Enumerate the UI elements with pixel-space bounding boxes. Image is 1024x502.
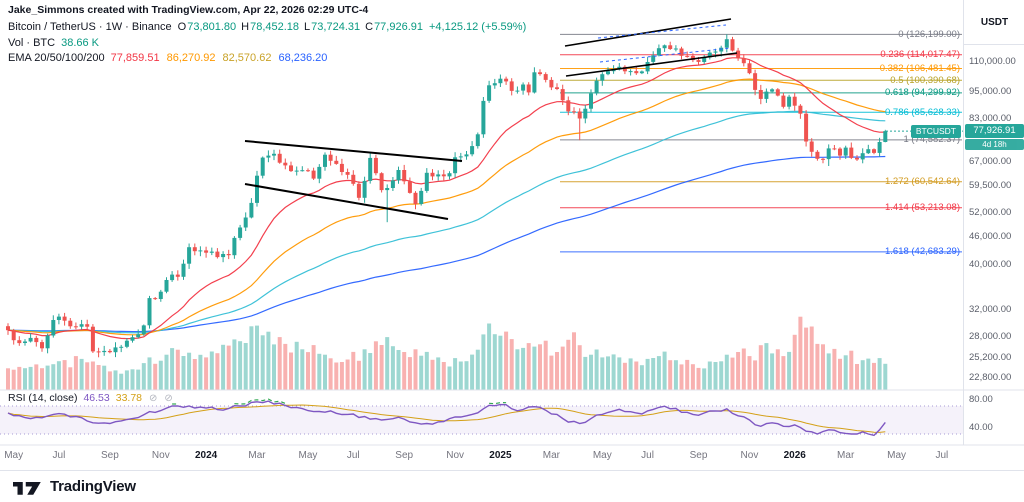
price-axis-label: 83,000.00 [969,112,1012,124]
time-axis-month-label: Jul [346,450,360,461]
symbol-price-pill: BTCUSDT [910,124,961,138]
price-axis-label: 40,000.00 [969,259,1012,271]
price-axis-label: 46,000.00 [969,231,1012,243]
change-value: +4,125.12 (+5.59%) [429,21,527,33]
rsi-label: RSI (14, close) [8,392,78,404]
time-axis-month-label: Nov [446,450,465,461]
time-axis-month-label: Jul [641,450,654,461]
rsi-axis-label: 40.00 [969,421,993,433]
price-axis-label: 95,000.00 [969,85,1012,97]
time-axis-month-label: Mar [837,450,855,461]
time-axis-year-label: 2025 [489,450,512,461]
tradingview-logo[interactable]: TradingView [13,477,136,496]
time-axis-month-label: Sep [689,450,708,461]
time-axis-month-label: Mar [248,450,266,461]
time-axis-month-label: Nov [151,450,170,461]
ohlc-item: L73,724.31 [304,21,361,33]
time-axis-month-label: May [4,450,24,461]
time-axis-year-label: 2024 [194,450,218,461]
price-axis-label: 52,000.00 [969,206,1012,218]
attribution-watermark: Jake_Simmons created with TradingView.co… [8,4,369,16]
ema-values: 77,859.51 86,270.92 82,570.62 68,236.20 [111,52,328,64]
rsi-value: 46.53 [83,392,110,404]
candles-layer [6,34,888,358]
ohlc-item: O73,801.80 [177,21,237,33]
time-axis-month-label: Sep [395,450,414,461]
bar-countdown-badge: 4d 18h [965,138,1024,150]
volume-value: 38.66 K [61,37,99,49]
price-axis-label: 28,000.00 [969,331,1012,342]
ema-value: 86,270.92 [166,52,216,64]
volume-legend-row[interactable]: Vol · BTC 38.66 K [8,37,99,49]
axis-currency-label: USDT [980,16,1009,28]
last-price-badge: 77,926.91 [965,123,1024,138]
chart-canvas[interactable] [0,0,1024,470]
hollow-circle-icon: ⊘ [149,392,158,404]
time-axis-month-label: May [592,450,612,461]
time-axis-year-label: 2026 [783,450,806,461]
time-axis-month-label: Jul [52,450,66,461]
time-axis-month-label: Nov [740,450,759,461]
ema-label: EMA 20/50/100/200 [8,52,105,64]
rsi-legend-row[interactable]: RSI (14, close) 46.53 33.78 ⊘ ⊘ [8,392,173,404]
time-axis-month-label: May [298,450,318,461]
ohlc-item: C77,926.91 [365,21,423,33]
ohlc-item: H78,452.18 [241,21,300,33]
footer-bar: TradingView [0,470,1024,502]
ohlc-values: O73,801.80 H78,452.18 L73,724.31 C77,926.91 [178,21,423,33]
rsi-axis-label: 80.00 [969,393,993,405]
price-axis-label: 59,500.00 [969,179,1012,191]
symbol-legend-row[interactable]: Bitcoin / TetherUS · 1W · Binance O73,80… [8,21,526,33]
time-axis-month-label: May [887,450,907,461]
volume-label: Vol · BTC [8,37,56,49]
rsi-pane [0,398,963,437]
price-axis-header: USDT [964,0,1024,45]
time-axis-month-label: Jul [935,450,949,461]
price-axis-label: 32,000.00 [969,304,1012,316]
tradingview-logo-icon [13,482,41,495]
rsi-ma-value: 33.78 [115,392,143,404]
ema-legend-row[interactable]: EMA 20/50/100/200 77,859.51 86,270.92 82,5… [8,52,327,64]
time-axis-month-label: Sep [100,450,119,461]
price-axis[interactable]: USDT 110,000.00 95,000.00 83,000.00 67,000.… [963,0,1024,445]
trendlines-layer [244,18,738,220]
ema-layer [7,57,886,340]
tradingview-wordmark: TradingView [50,478,136,495]
price-axis-label: 67,000.00 [969,155,1012,167]
price-axis-label: 25,200.00 [969,352,1012,364]
price-axis-label: 22,800.00 [969,372,1012,384]
hollow-circle-icon: ⊘ [164,392,173,404]
time-axis-month-label: Mar [542,450,560,461]
symbol-title: Bitcoin / TetherUS · 1W · Binance [8,21,172,33]
ema-value: 77,859.51 [110,52,160,64]
price-axis-label: 110,000.00 [969,56,1016,68]
time-axis[interactable]: May Jul Sep Nov 2024 Mar May Jul Sep Nov 2025 Mar Ma… [0,445,1024,470]
volume-layer [6,316,888,390]
ema-value: 82,570.62 [222,52,272,64]
ema-value: 68,236.20 [278,52,328,64]
